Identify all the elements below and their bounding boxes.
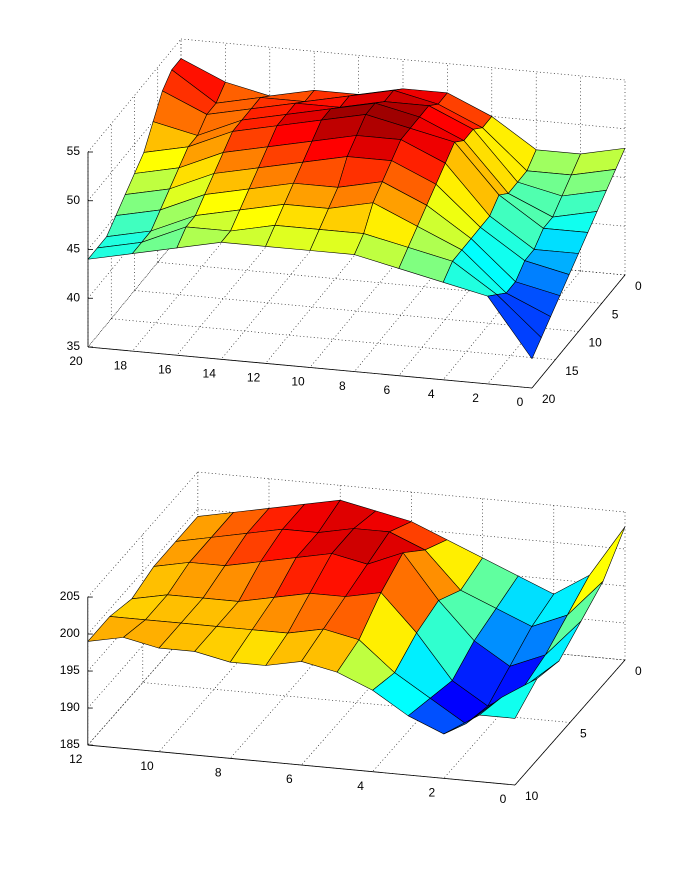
z-tick-label: 200	[60, 626, 80, 640]
surface-patch	[570, 147, 626, 176]
grid-line	[111, 318, 556, 361]
y-tick-label: 0	[635, 279, 642, 293]
z-tick-label: 40	[67, 290, 81, 304]
surface-patch	[265, 225, 320, 251]
x-tick-label: 2	[472, 391, 479, 405]
x-tick-label: 12	[69, 752, 83, 766]
grid-line	[197, 545, 626, 587]
grid-line	[132, 237, 226, 352]
y-axis	[514, 659, 626, 786]
z-tick-label: 190	[60, 700, 80, 714]
grid-line	[265, 250, 359, 364]
z-tick-label: 35	[67, 339, 81, 353]
z-tick-label: 50	[67, 193, 81, 207]
grid-line	[197, 508, 626, 550]
surface-patch	[274, 204, 329, 230]
x-tick-label: 10	[140, 759, 154, 773]
grid-line	[134, 290, 579, 332]
surface-patch	[487, 294, 542, 360]
x-tick-label: 8	[215, 766, 222, 780]
surface-patch	[176, 226, 231, 249]
surface-patch	[283, 182, 339, 209]
y-tick-label: 10	[589, 336, 603, 350]
z-tick-label: 45	[67, 242, 81, 256]
surface-patch	[526, 149, 581, 176]
surface-patch	[533, 228, 589, 254]
x-tick-label: 8	[339, 379, 346, 393]
y-tick-label: 5	[580, 727, 587, 741]
x-tick-label: 10	[291, 375, 305, 389]
y-tick-label: 10	[525, 789, 539, 803]
x-tick-label: 14	[203, 366, 217, 380]
y-tick-label: 0	[635, 664, 642, 678]
x-tick-label: 12	[247, 371, 261, 385]
y-tick-label: 20	[542, 392, 556, 406]
y-tick-label: 15	[565, 364, 579, 378]
x-tick-label: 6	[383, 383, 390, 397]
y-tick-label: 5	[612, 307, 619, 321]
grid-line	[142, 682, 571, 723]
z-tick-label: 195	[60, 663, 80, 677]
z-tick-label: 205	[60, 589, 80, 603]
z-tick-label: 55	[67, 144, 81, 158]
grid-line	[309, 254, 404, 368]
grid-line	[180, 38, 626, 81]
x-axis	[87, 744, 516, 786]
y-axis	[531, 274, 626, 389]
x-tick-label: 0	[517, 395, 524, 409]
x-axis	[87, 346, 533, 389]
surface-patch	[479, 678, 538, 719]
surface-patch	[309, 229, 365, 255]
x-tick-label: 2	[428, 786, 435, 800]
x-tick-label: 20	[69, 354, 83, 368]
x-tick-label: 6	[286, 772, 293, 786]
x-tick-label: 4	[428, 387, 435, 401]
x-tick-label: 4	[357, 779, 364, 793]
grid-line	[176, 242, 271, 356]
x-tick-label: 18	[114, 358, 128, 372]
x-tick-label: 16	[158, 362, 172, 376]
surface-patch	[346, 135, 402, 161]
surface-patch	[567, 526, 626, 616]
z-tick-label: 185	[60, 737, 80, 751]
grid-line	[197, 471, 626, 513]
x-tick-label: 0	[500, 792, 507, 806]
